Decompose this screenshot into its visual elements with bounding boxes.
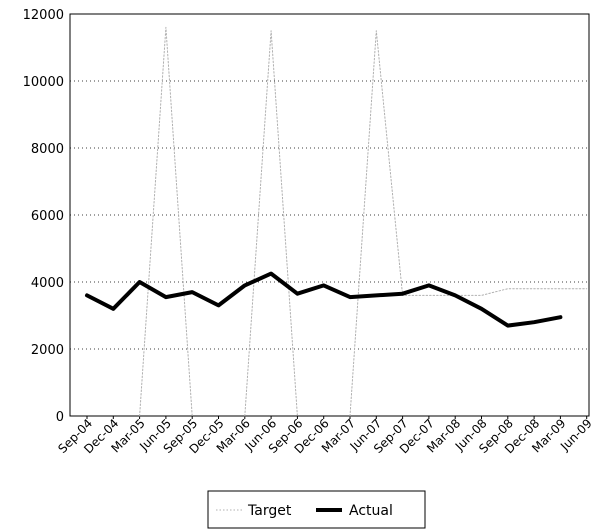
y-tick-label: 12000 [23, 8, 64, 23]
y-tick-label: 6000 [31, 209, 64, 224]
y-tick-label: 2000 [31, 343, 64, 358]
legend-label-actual: Actual [349, 503, 393, 519]
y-tick-label: 10000 [23, 75, 64, 90]
legend-label-target: Target [247, 503, 292, 519]
y-tick-label: 8000 [31, 142, 64, 157]
plot-area [69, 13, 590, 417]
series-line-target [349, 30, 588, 417]
series-line-target [244, 30, 298, 417]
y-tick-label: 4000 [31, 276, 64, 291]
y-tick-label: 0 [56, 410, 64, 425]
series-line-actual [85, 271, 563, 328]
